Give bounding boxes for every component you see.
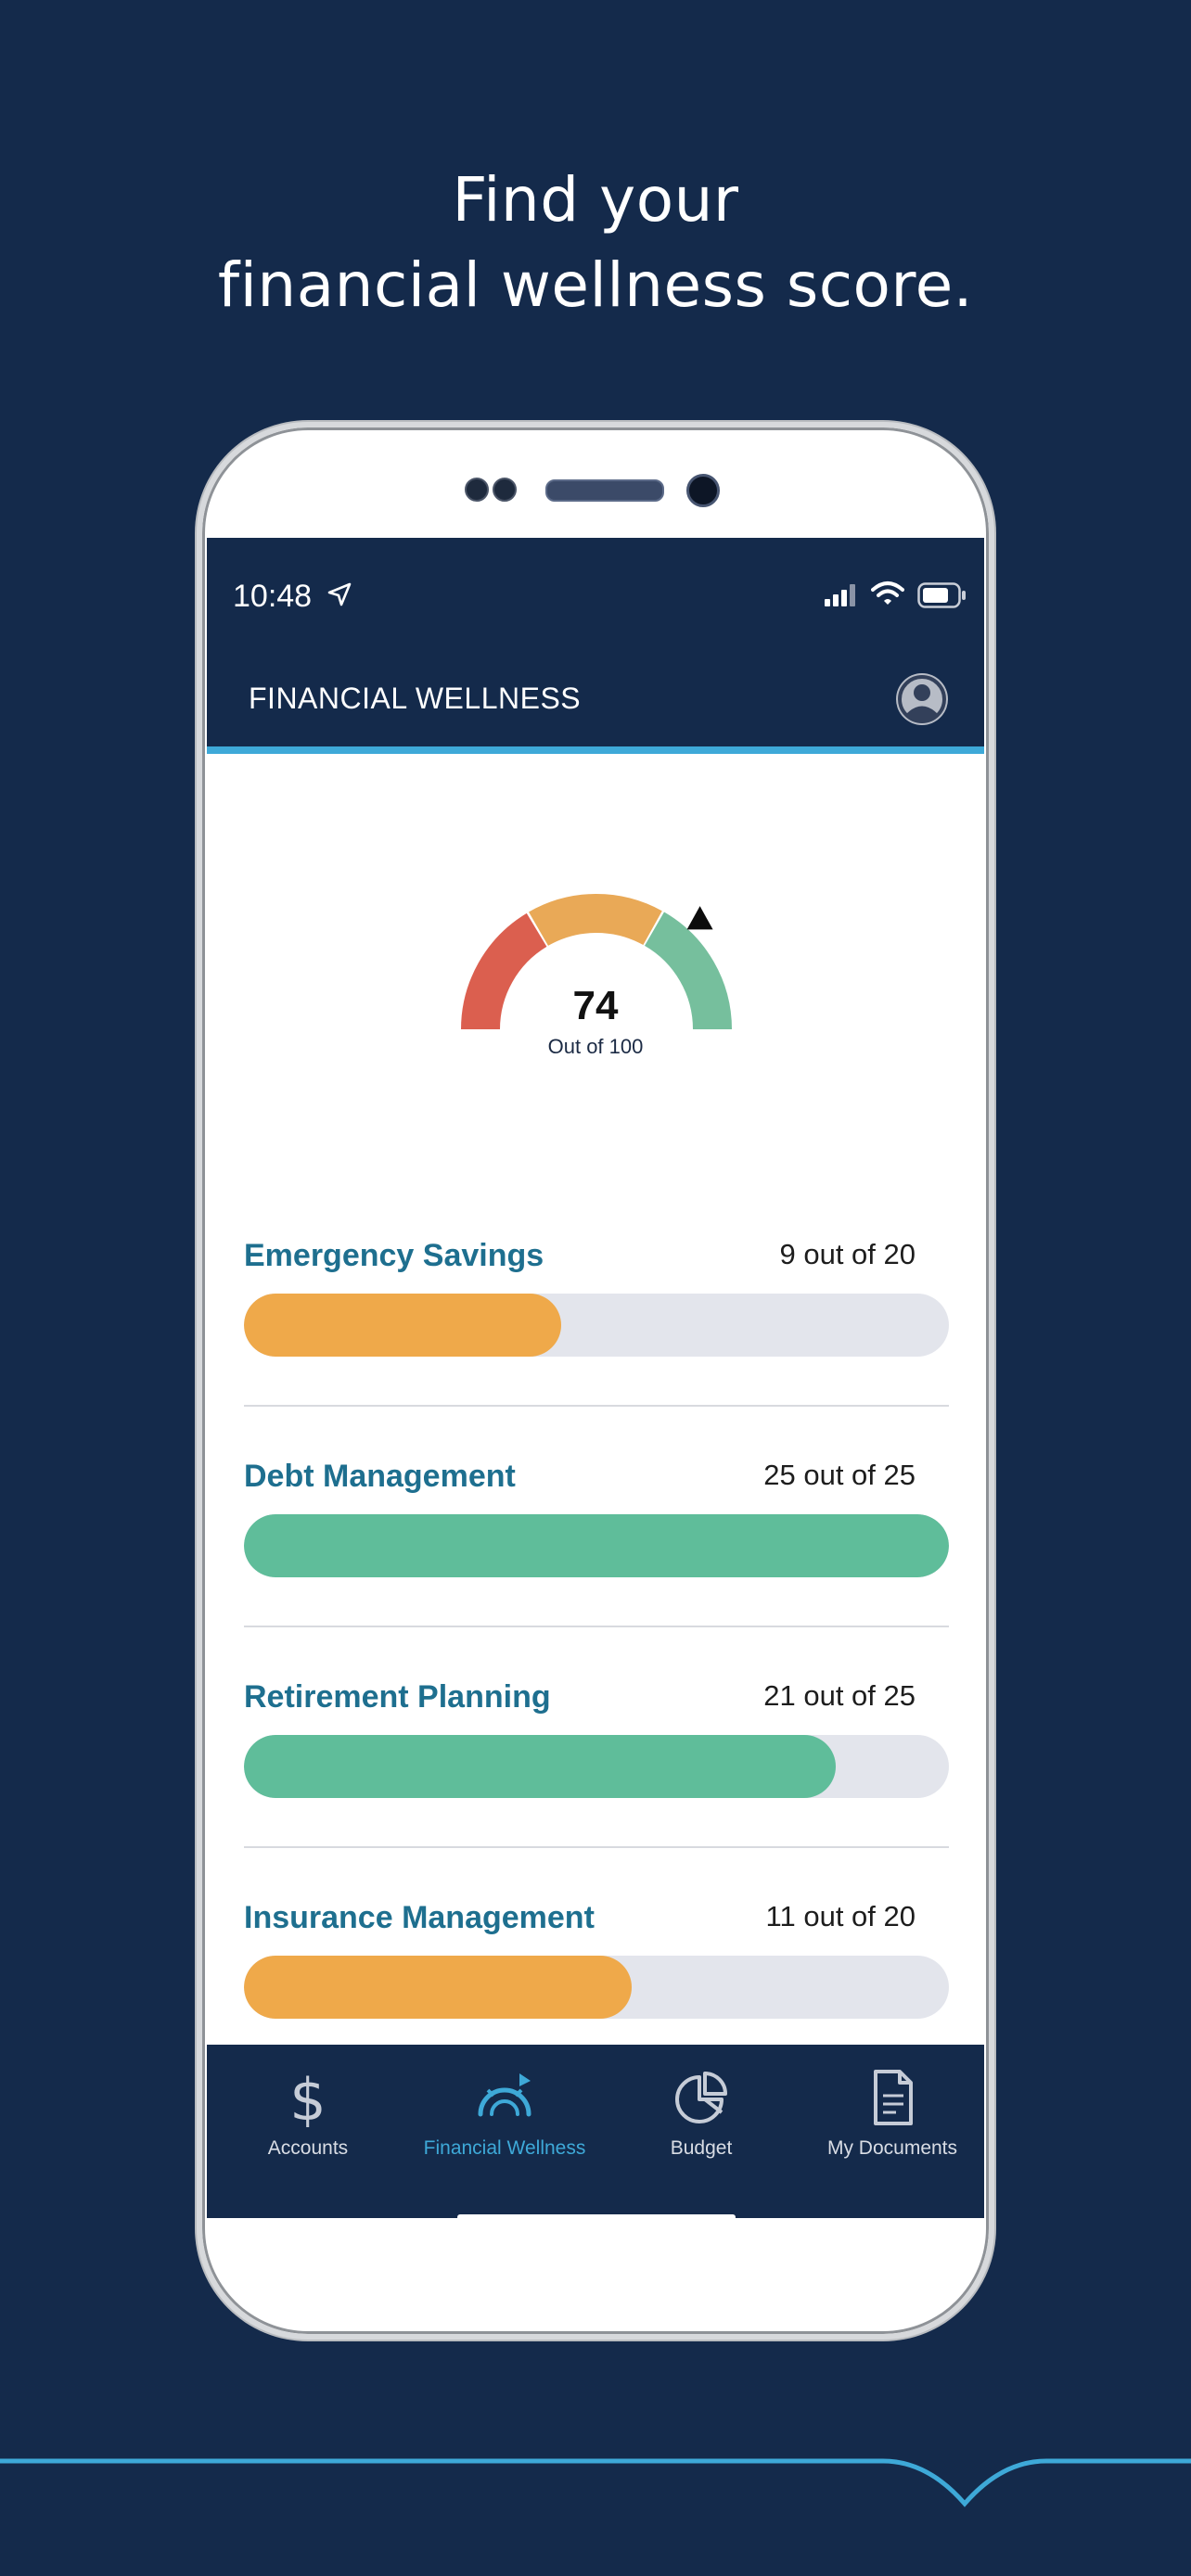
metric-insurance-management[interactable]: Insurance Management 11 out of 20 <box>244 1900 949 2021</box>
progress-fill <box>244 1956 632 2019</box>
front-camera <box>686 474 720 507</box>
gauge-segment-orange <box>529 894 662 947</box>
tab-bar: $ Accounts Financial Wellness Budget <box>207 2045 984 2218</box>
progress-fill <box>244 1735 837 1798</box>
divider <box>244 1626 949 1627</box>
score-caption: Out of 100 <box>547 1035 644 1058</box>
page-title: FINANCIAL WELLNESS <box>249 682 582 715</box>
headline: Find your financial wellness score. <box>0 158 1191 328</box>
home-indicator <box>457 2214 736 2218</box>
headline-line-1: Find your <box>452 164 739 236</box>
metric-label: Insurance Management <box>244 1900 595 1935</box>
document-icon <box>874 2070 913 2125</box>
gauge-segment-green <box>644 912 732 1030</box>
tab-my-documents[interactable]: My Documents <box>795 2045 984 2218</box>
signal-icon <box>825 584 855 606</box>
metric-debt-management[interactable]: Debt Management 25 out of 25 <box>244 1459 949 1579</box>
pie-chart-icon <box>675 2072 727 2123</box>
tab-budget[interactable]: Budget <box>604 2045 799 2218</box>
status-bar: 10:48 <box>207 538 984 654</box>
progress-track <box>244 1735 949 1798</box>
score-value: 74 <box>572 983 619 1028</box>
progress-track <box>244 1514 949 1577</box>
location-arrow-icon <box>327 582 352 606</box>
tab-label: Accounts <box>267 2137 349 2159</box>
metric-score: 9 out of 20 <box>779 1238 916 1270</box>
metric-emergency-savings[interactable]: Emergency Savings 9 out of 20 <box>244 1238 949 1358</box>
tab-label: Financial Wellness <box>423 2137 586 2159</box>
headline-line-2: financial wellness score. <box>217 249 974 321</box>
progress-fill <box>244 1514 949 1577</box>
score-gauge <box>461 894 732 1030</box>
progress-track <box>244 1956 949 2019</box>
tab-label: Budget <box>670 2137 733 2159</box>
tab-label: My Documents <box>826 2137 958 2159</box>
dollar-icon: $ <box>289 2068 326 2127</box>
phone-screen: 10:48 FINANCIAL WELLNESS <box>207 538 984 2218</box>
tab-accounts[interactable]: $ Accounts <box>211 2045 405 2218</box>
metric-score: 21 out of 25 <box>763 1679 916 1712</box>
sensor-dot-left <box>465 478 489 502</box>
metric-label: Debt Management <box>244 1459 516 1494</box>
divider <box>244 1405 949 1407</box>
sensor-dot-right <box>493 478 517 502</box>
metric-label: Retirement Planning <box>244 1679 551 1715</box>
metric-retirement-planning[interactable]: Retirement Planning 21 out of 25 <box>244 1679 949 1800</box>
avatar-icon[interactable] <box>895 672 949 726</box>
metric-score: 11 out of 20 <box>765 1900 916 1932</box>
gauge-segment-red <box>461 912 547 1030</box>
earpiece-speaker <box>545 479 664 502</box>
wifi-icon <box>871 581 904 605</box>
status-time: 10:48 <box>233 579 313 614</box>
battery-icon <box>917 582 966 608</box>
svg-text:$: $ <box>289 2068 326 2127</box>
progress-fill <box>244 1294 561 1357</box>
metric-label: Emergency Savings <box>244 1238 544 1273</box>
gauge-pointer-icon <box>686 906 713 930</box>
metric-score: 25 out of 25 <box>763 1459 916 1491</box>
decorative-bottom-line <box>0 2458 1191 2507</box>
app-header: FINANCIAL WELLNESS <box>207 654 984 754</box>
tab-financial-wellness[interactable]: Financial Wellness <box>407 2045 602 2218</box>
gauge-icon <box>478 2073 531 2117</box>
progress-track <box>244 1294 949 1357</box>
divider <box>244 1846 949 1848</box>
